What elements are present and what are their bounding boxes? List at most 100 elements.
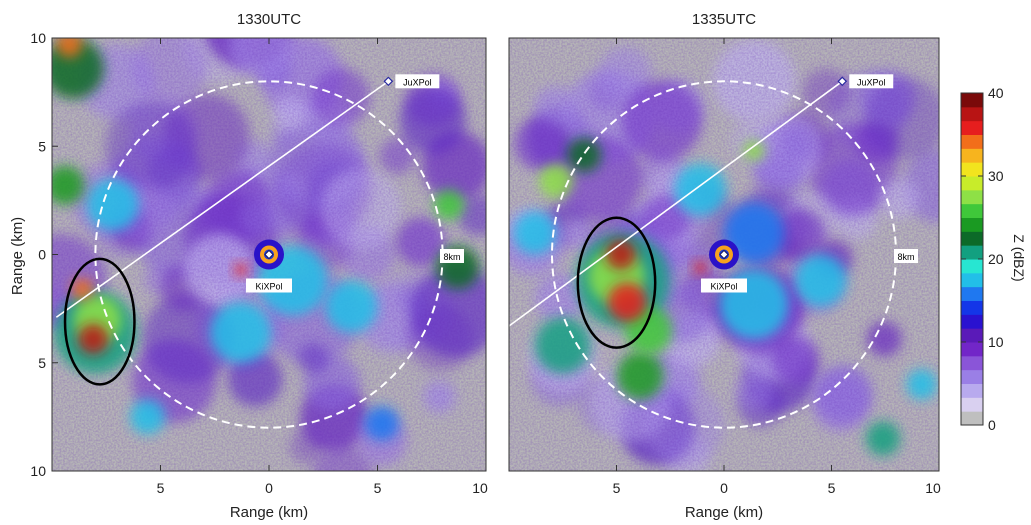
station-JuXPol: JuXPol <box>383 74 440 89</box>
colorbar-step <box>961 93 983 108</box>
echo-cell <box>513 211 557 255</box>
colorbar-step <box>961 148 983 163</box>
echo-cell <box>605 239 636 270</box>
panel-title: 1330UTC <box>237 11 301 28</box>
colorbar-step <box>961 342 983 357</box>
echo-cell <box>433 189 465 220</box>
colorbar-step <box>961 134 983 149</box>
colorbar-step <box>961 272 983 288</box>
colorbar: 0 10 20 30 40 Z (dBZ) <box>960 85 1027 433</box>
echo-cell <box>71 278 94 300</box>
panel-1335: 1335UTC KiXPol JuXPol 8km 5 0 5 10 Range (km… <box>508 11 941 521</box>
beam-line <box>55 80 389 318</box>
echo-cell <box>794 254 847 307</box>
colorbar-tick-label: 30 <box>988 168 1004 184</box>
echo-cell <box>534 317 591 374</box>
colorbar-step <box>961 397 983 412</box>
colorbar-step <box>961 259 983 274</box>
highlight-ellipse <box>63 257 136 386</box>
x-tick-label: 10 <box>925 480 941 496</box>
station-label-box <box>246 278 292 293</box>
colorbar-step <box>961 300 983 315</box>
axes: 5 0 5 10 10 5 0 5 10 <box>30 30 488 496</box>
station-marker-icon <box>264 249 274 260</box>
echo-cell <box>906 369 937 400</box>
colorbar-tick-label: 10 <box>988 334 1004 350</box>
station-marker-icon <box>837 76 848 87</box>
echo-cell <box>78 323 109 355</box>
station-label-box <box>849 74 894 89</box>
x-axis-label: Range (km) <box>685 504 763 521</box>
x-tick-label: 10 <box>472 480 488 496</box>
colorbar-step <box>961 314 983 329</box>
colorbar-step <box>961 369 983 384</box>
plot-area: KiXPol JuXPol 8km <box>52 38 486 471</box>
colorbar-step <box>961 217 983 232</box>
echo-cell <box>52 165 85 205</box>
station-label: KiXPol <box>710 282 737 292</box>
station-label: KiXPol <box>255 282 282 292</box>
colorbar-step <box>961 189 983 205</box>
plot-area: KiXPol JuXPol 8km <box>509 38 939 471</box>
panel-1330: 1330UTC KiXPol JuXPol 8km 5 0 5 10 10 5 0 5 10 Ra… <box>9 11 488 521</box>
stations: KiXPol JuXPol <box>246 74 440 293</box>
echo-cell <box>364 406 400 441</box>
x-tick-label: 0 <box>720 480 728 496</box>
x-tick-label: 5 <box>828 480 836 496</box>
echo-cells <box>52 38 480 441</box>
ring-label-box: 8km <box>440 249 464 263</box>
x-tick-label: 5 <box>374 480 382 496</box>
colorbar-step <box>961 162 983 177</box>
echo-cell <box>539 163 574 199</box>
colorbar-step <box>961 383 983 398</box>
echo-cell <box>567 137 602 173</box>
echo-cell <box>743 139 765 162</box>
echo-cell <box>616 351 664 400</box>
y-tick-label: 5 <box>38 355 46 371</box>
station-KiXPol: KiXPol <box>701 239 747 293</box>
beam-line <box>509 80 843 327</box>
echo-cell <box>56 38 83 58</box>
echo-cell <box>130 399 165 435</box>
y-axis-label: Range (km) <box>9 217 26 295</box>
station-KiXPol: KiXPol <box>246 239 292 293</box>
colorbar-step <box>961 328 983 343</box>
highlight-ellipse <box>576 216 657 349</box>
colorbar-step <box>961 245 983 260</box>
x-tick-label: 5 <box>613 480 621 496</box>
echo-cell <box>210 302 272 363</box>
colorbar-tick-label: 40 <box>988 85 1004 101</box>
station-marker-icon <box>719 249 729 260</box>
colorbar-step <box>961 286 983 301</box>
station-label: JuXPol <box>857 77 886 87</box>
station-label-box <box>701 278 747 293</box>
colorbar-tick-label: 0 <box>988 417 996 433</box>
ring-label-box: 8km <box>894 249 918 263</box>
y-tick-label: 10 <box>30 463 46 479</box>
range-ring-label: 8km <box>443 252 460 262</box>
range-ring-label: 8km <box>897 252 914 262</box>
y-tick-label: 5 <box>38 138 46 154</box>
colorbar-step <box>961 106 983 122</box>
colorbar-step <box>961 203 983 218</box>
panel-title: 1335UTC <box>692 11 756 28</box>
echo-cell <box>86 178 139 231</box>
echo-cell <box>325 280 378 333</box>
x-tick-label: 0 <box>265 480 273 496</box>
echo-cell <box>607 282 647 322</box>
y-tick-label: 0 <box>38 247 46 263</box>
colorbar-ticks: 0 10 20 30 40 <box>961 85 1004 433</box>
colorbar-step <box>961 231 983 246</box>
station-marker-icon <box>383 76 394 87</box>
colorbar-scale <box>961 93 983 426</box>
echo-cell <box>724 202 785 264</box>
colorbar-step <box>961 176 983 191</box>
stations: KiXPol JuXPol <box>701 74 894 293</box>
station-label-box <box>395 74 440 89</box>
station-label: JuXPol <box>403 77 432 87</box>
colorbar-label: Z (dBZ) <box>1011 234 1027 281</box>
station-JuXPol: JuXPol <box>837 74 894 89</box>
x-axis-label: Range (km) <box>230 504 308 521</box>
colorbar-step <box>961 355 983 371</box>
